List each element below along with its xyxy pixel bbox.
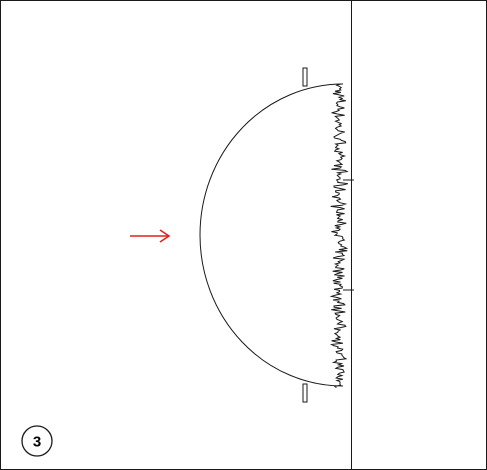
bottom-mount-tab	[302, 383, 308, 403]
step-number: 3	[33, 434, 41, 451]
fringe-edge	[329, 83, 349, 388]
step-badge-circle	[21, 425, 53, 457]
half-circle-panel	[199, 83, 344, 387]
top-mount-tab	[302, 67, 308, 87]
step-badge: 3	[21, 425, 53, 457]
arrow-right-icon	[130, 229, 171, 243]
